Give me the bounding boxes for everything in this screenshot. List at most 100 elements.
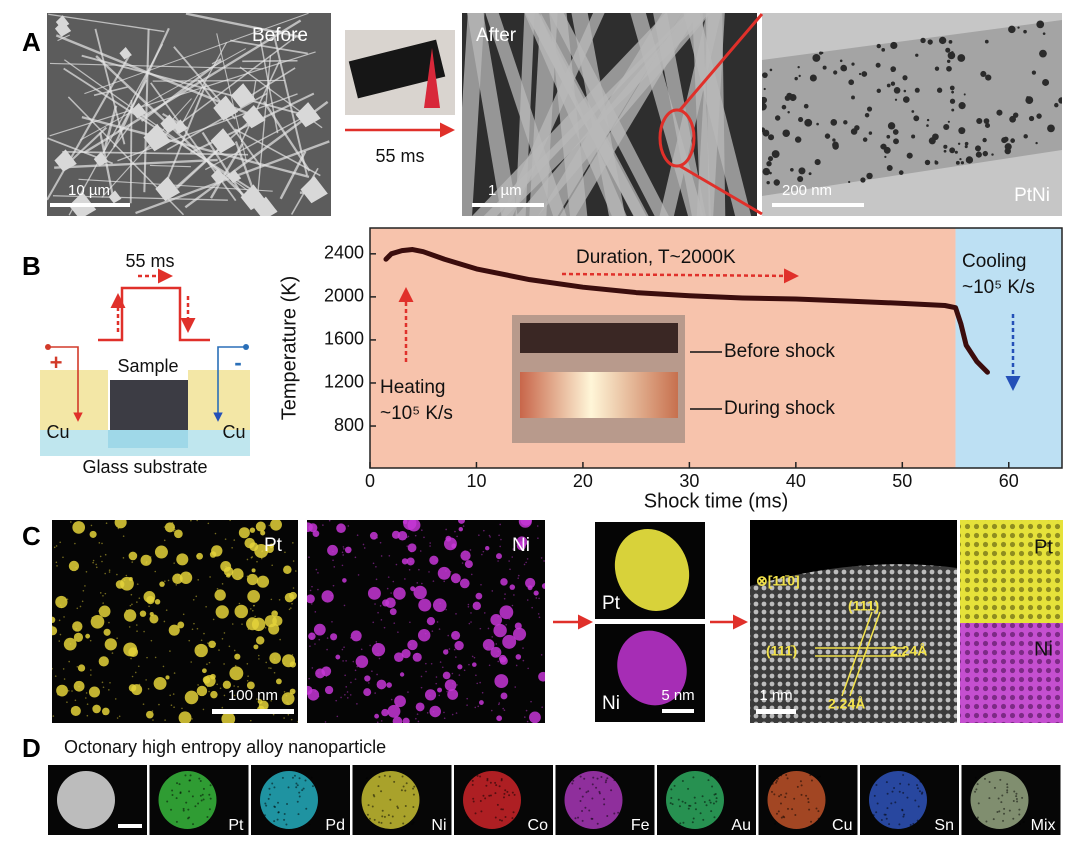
speckle: [503, 792, 506, 795]
speckle: [693, 796, 696, 799]
speckle: [617, 811, 620, 814]
particle: [56, 684, 68, 697]
substrate-top: [108, 430, 188, 448]
speckle: [799, 780, 802, 783]
speckle: [84, 697, 87, 699]
particle: [881, 47, 886, 52]
speckle: [875, 783, 878, 786]
speckle: [167, 579, 170, 582]
speckle: [270, 667, 272, 670]
speckle: [1000, 801, 1003, 804]
speckle: [418, 568, 420, 571]
speckle: [477, 705, 480, 708]
speckle: [412, 793, 415, 796]
speckle: [408, 568, 411, 571]
speckle: [392, 580, 395, 583]
particle: [876, 43, 881, 49]
speckle: [273, 786, 276, 789]
speckle: [488, 534, 491, 537]
speckle: [270, 823, 273, 826]
particle: [272, 615, 283, 626]
particle: [402, 717, 410, 723]
particle: [851, 62, 855, 66]
speckle: [610, 789, 613, 792]
particle: [410, 586, 416, 592]
speckle: [354, 669, 357, 672]
speckle: [221, 637, 224, 640]
particle: [943, 144, 948, 149]
speckle: [479, 627, 482, 630]
speckle: [531, 606, 533, 609]
flake: [300, 175, 328, 204]
speckle: [237, 685, 239, 688]
micrograph: [555, 765, 655, 835]
particle: [946, 59, 951, 64]
speckle: [705, 804, 708, 807]
particle: [90, 614, 105, 629]
speckle: [511, 604, 514, 607]
fiber: [112, 27, 170, 148]
speckle: [419, 550, 422, 552]
flake: [143, 123, 171, 152]
particle: [247, 590, 260, 603]
speckle: [138, 597, 141, 600]
speckle: [376, 721, 379, 723]
flake: [227, 169, 242, 184]
element-label: Co: [528, 817, 549, 834]
speckle: [188, 639, 191, 642]
speckle: [342, 554, 345, 556]
film-before: [520, 323, 678, 353]
particle: [890, 81, 896, 86]
speckle: [371, 805, 374, 808]
fiber: [54, 158, 218, 169]
speckle: [426, 712, 429, 714]
speckle: [381, 809, 384, 812]
speckle: [191, 718, 193, 720]
element-label: Mix: [1031, 817, 1056, 834]
particle: [951, 108, 955, 112]
particle: [520, 520, 532, 526]
speckle: [606, 814, 609, 817]
speckle: [223, 632, 226, 634]
particle: [866, 172, 873, 180]
speckle: [694, 802, 697, 805]
speckle: [484, 797, 487, 800]
speckle: [295, 786, 298, 789]
speckle: [71, 690, 73, 692]
speckle: [378, 821, 381, 824]
speckle: [302, 787, 305, 790]
pulse-label: 55 ms: [125, 251, 174, 271]
zoom-line: [678, 13, 764, 111]
speckle: [81, 600, 84, 603]
speckle: [436, 621, 439, 623]
speckle: [988, 797, 991, 800]
speckle: [389, 798, 392, 801]
speckle: [611, 776, 614, 779]
speckle: [407, 535, 410, 538]
particle: [417, 628, 431, 642]
speckle: [377, 785, 380, 788]
speckle: [443, 717, 446, 720]
speckle: [914, 799, 917, 802]
speckle: [373, 818, 376, 821]
speckle: [246, 663, 249, 665]
particle: [308, 632, 316, 640]
speckle: [402, 785, 405, 788]
speckle: [101, 542, 103, 545]
speckle: [199, 794, 202, 797]
particle: [762, 127, 766, 133]
annotation: ~10⁵ K/s: [962, 277, 1035, 298]
speckle: [498, 785, 501, 788]
speckle: [367, 804, 370, 807]
speckle: [454, 530, 456, 533]
speckle: [386, 587, 389, 590]
particle: [223, 566, 234, 577]
speckle: [196, 627, 199, 630]
speckle: [145, 679, 147, 681]
speckle: [670, 788, 673, 791]
speckle: [142, 703, 145, 705]
particle: [913, 115, 920, 122]
speckle: [774, 822, 777, 825]
particle: [270, 520, 282, 531]
particle: [145, 710, 154, 719]
